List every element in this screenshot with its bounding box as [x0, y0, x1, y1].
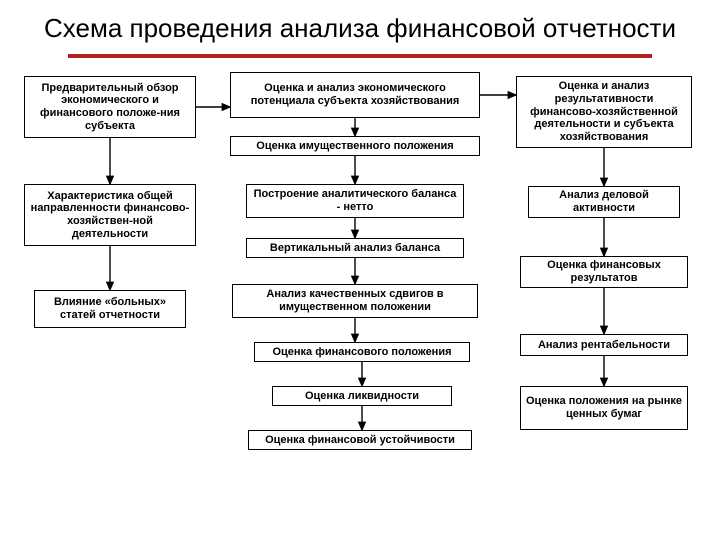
box-m6: Оценка финансового положения [254, 342, 470, 362]
accent-bar [68, 54, 652, 58]
diagram-canvas: Предварительный обзор экономического и ф… [24, 66, 696, 496]
box-m8: Оценка финансовой устойчивости [248, 430, 472, 450]
slide: Схема проведения анализа финансовой отче… [0, 0, 720, 540]
box-m4: Вертикальный анализ баланса [246, 238, 464, 258]
box-l2: Характеристика общей направленности фина… [24, 184, 196, 246]
box-m1: Оценка и анализ экономического потенциал… [230, 72, 480, 118]
box-r3: Оценка финансовых результатов [520, 256, 688, 288]
box-l1: Предварительный обзор экономического и ф… [24, 76, 196, 138]
box-r4: Анализ рентабельности [520, 334, 688, 356]
box-r1: Оценка и анализ результативности финансо… [516, 76, 692, 148]
box-m7: Оценка ликвидности [272, 386, 452, 406]
box-r2: Анализ деловой активности [528, 186, 680, 218]
box-m3: Построение аналитического баланса - нетт… [246, 184, 464, 218]
page-title: Схема проведения анализа финансовой отче… [24, 14, 696, 44]
box-r5: Оценка положения на рынке ценных бумаг [520, 386, 688, 430]
box-m5: Анализ качественных сдвигов в имуществен… [232, 284, 478, 318]
box-l3: Влияние «больных» статей отчетности [34, 290, 186, 328]
box-m2: Оценка имущественного положения [230, 136, 480, 156]
